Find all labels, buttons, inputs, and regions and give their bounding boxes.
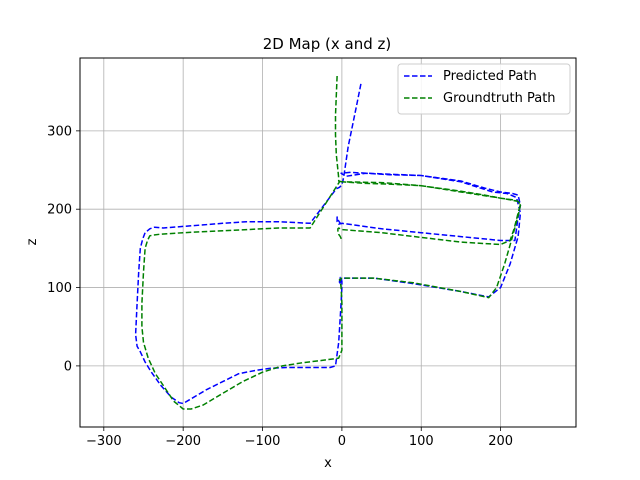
x-tick-label: 0 <box>338 434 346 449</box>
y-axis: 0 100 200 300 <box>47 124 80 374</box>
y-tick-label: 200 <box>47 203 72 218</box>
plot-area <box>134 75 522 410</box>
legend-label-groundtruth: Groundtruth Path <box>443 91 556 106</box>
y-tick-label: 300 <box>47 124 72 139</box>
grid <box>80 58 576 427</box>
x-tick-label: 100 <box>409 434 434 449</box>
predicted-path-line <box>134 83 522 405</box>
x-axis-label: x <box>324 456 332 471</box>
x-tick-label: −300 <box>86 434 122 449</box>
axes-frame <box>79 57 577 428</box>
legend-box <box>397 63 571 115</box>
x-axis: −300 −200 −100 0 100 200 <box>86 427 513 449</box>
x-tick-label: 200 <box>488 434 513 449</box>
x-tick-label: −100 <box>245 434 281 449</box>
legend-label-predicted: Predicted Path <box>443 69 537 84</box>
y-tick-label: 0 <box>64 359 72 374</box>
y-tick-label: 100 <box>47 281 72 296</box>
chart-title: 2D Map (x and z) <box>263 35 392 53</box>
legend: Predicted Path Groundtruth Path <box>397 63 571 115</box>
x-tick-label: −200 <box>165 434 201 449</box>
y-axis-label: z <box>25 238 40 245</box>
groundtruth-path-line <box>141 75 522 410</box>
